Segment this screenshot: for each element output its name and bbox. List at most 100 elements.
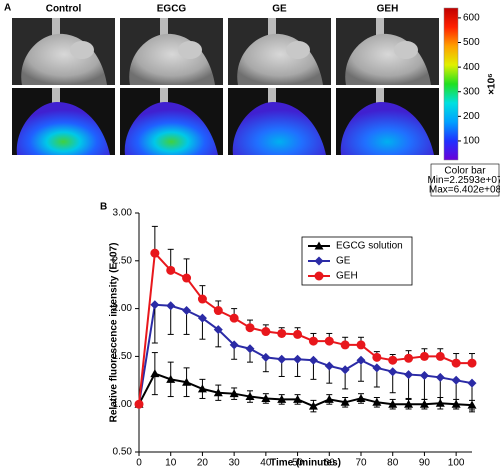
series-line: [138, 303, 473, 405]
nose-cone: [160, 18, 168, 36]
marker: [182, 306, 192, 316]
marker: [308, 355, 318, 365]
ear: [178, 41, 202, 59]
marker: [245, 323, 255, 333]
y-tick-label: 3.00: [113, 208, 133, 219]
legend-label: GE: [336, 256, 351, 267]
marker: [314, 256, 324, 266]
marker: [340, 397, 350, 406]
ear: [286, 41, 310, 59]
x-tick-label: 30: [229, 458, 241, 468]
marker: [229, 389, 239, 398]
marker: [166, 265, 176, 275]
marker: [293, 329, 303, 339]
marker: [229, 340, 239, 350]
marker: [245, 392, 255, 401]
colorbar-tick-label: 600: [463, 13, 480, 24]
x-tick-label: 0: [136, 458, 142, 468]
colorbar-tick-label: 400: [463, 62, 480, 73]
marker: [197, 294, 207, 304]
x-tick-label: 20: [197, 458, 209, 468]
marker: [372, 363, 382, 373]
marker: [261, 352, 271, 362]
marker: [356, 355, 366, 365]
group-label: GE: [272, 4, 287, 15]
marker: [308, 336, 318, 346]
signal: [340, 102, 434, 155]
marker: [435, 372, 445, 382]
marker: [197, 313, 207, 323]
x-axis-title: Time (minutes): [270, 458, 341, 468]
colorbar-tick-label: 500: [463, 37, 480, 48]
marker: [134, 399, 144, 409]
marker: [419, 371, 429, 381]
marker: [261, 393, 271, 402]
x-tick-label: 80: [387, 458, 399, 468]
marker: [340, 340, 350, 350]
marker: [182, 273, 192, 283]
signal: [232, 102, 326, 155]
y-axis-title: Relative fluorescence intensity (E+07): [109, 243, 120, 423]
signal: [16, 102, 110, 155]
nose-cone: [268, 88, 276, 106]
marker: [277, 394, 287, 403]
marker: [293, 394, 303, 403]
ear: [70, 41, 94, 59]
marker: [404, 370, 414, 380]
marker: [150, 300, 160, 310]
group-label: EGCG: [157, 4, 187, 15]
error-bar: [469, 383, 475, 413]
nose-cone: [52, 18, 60, 36]
group-label: Control: [46, 4, 82, 15]
marker: [404, 353, 414, 363]
x-tick-label: 70: [355, 458, 367, 468]
y-tick-label: 0.50: [113, 447, 133, 458]
ear: [394, 41, 418, 59]
series-line: [138, 250, 472, 405]
marker: [388, 355, 398, 365]
marker: [277, 354, 287, 364]
y-tick-label: 2.50: [113, 255, 133, 266]
marker: [197, 384, 207, 393]
x-tick-label: 10: [165, 458, 177, 468]
marker: [213, 325, 223, 335]
legend-label: GEH: [336, 271, 358, 282]
marker: [467, 358, 477, 368]
colorbar-unit: ×10⁶: [487, 73, 498, 95]
marker: [182, 377, 192, 386]
marker: [314, 241, 324, 250]
panel-label: A: [4, 3, 11, 14]
legend-label: EGCG solution: [336, 241, 403, 252]
x-tick-label: 40: [260, 458, 272, 468]
marker: [261, 327, 271, 337]
x-tick-label: 60: [324, 458, 336, 468]
marker: [451, 358, 461, 368]
series-line: [138, 372, 473, 408]
marker: [419, 351, 429, 361]
marker: [308, 401, 318, 410]
nose-cone: [268, 18, 276, 36]
colorbar-note: Max=6.402e+08: [429, 185, 500, 196]
marker: [356, 340, 366, 350]
group-label: GEH: [377, 4, 399, 15]
marker: [419, 399, 429, 408]
nose-cone: [160, 88, 168, 106]
marker: [451, 375, 461, 385]
colorbar-tick-label: 100: [463, 136, 480, 147]
marker: [467, 378, 477, 388]
marker: [324, 361, 334, 371]
signal: [124, 102, 218, 155]
colorbar-note: Min=2.2593e+07: [427, 175, 500, 186]
marker: [388, 367, 398, 377]
marker: [150, 369, 160, 378]
colorbar-note-box: [430, 163, 500, 197]
marker: [435, 351, 445, 361]
nose-cone: [52, 88, 60, 106]
marker: [314, 271, 324, 281]
nose-cone: [376, 18, 384, 36]
marker: [388, 399, 398, 408]
error-bar: [453, 380, 460, 410]
colorbar-tick-label: 200: [463, 111, 480, 122]
marker: [150, 248, 160, 258]
